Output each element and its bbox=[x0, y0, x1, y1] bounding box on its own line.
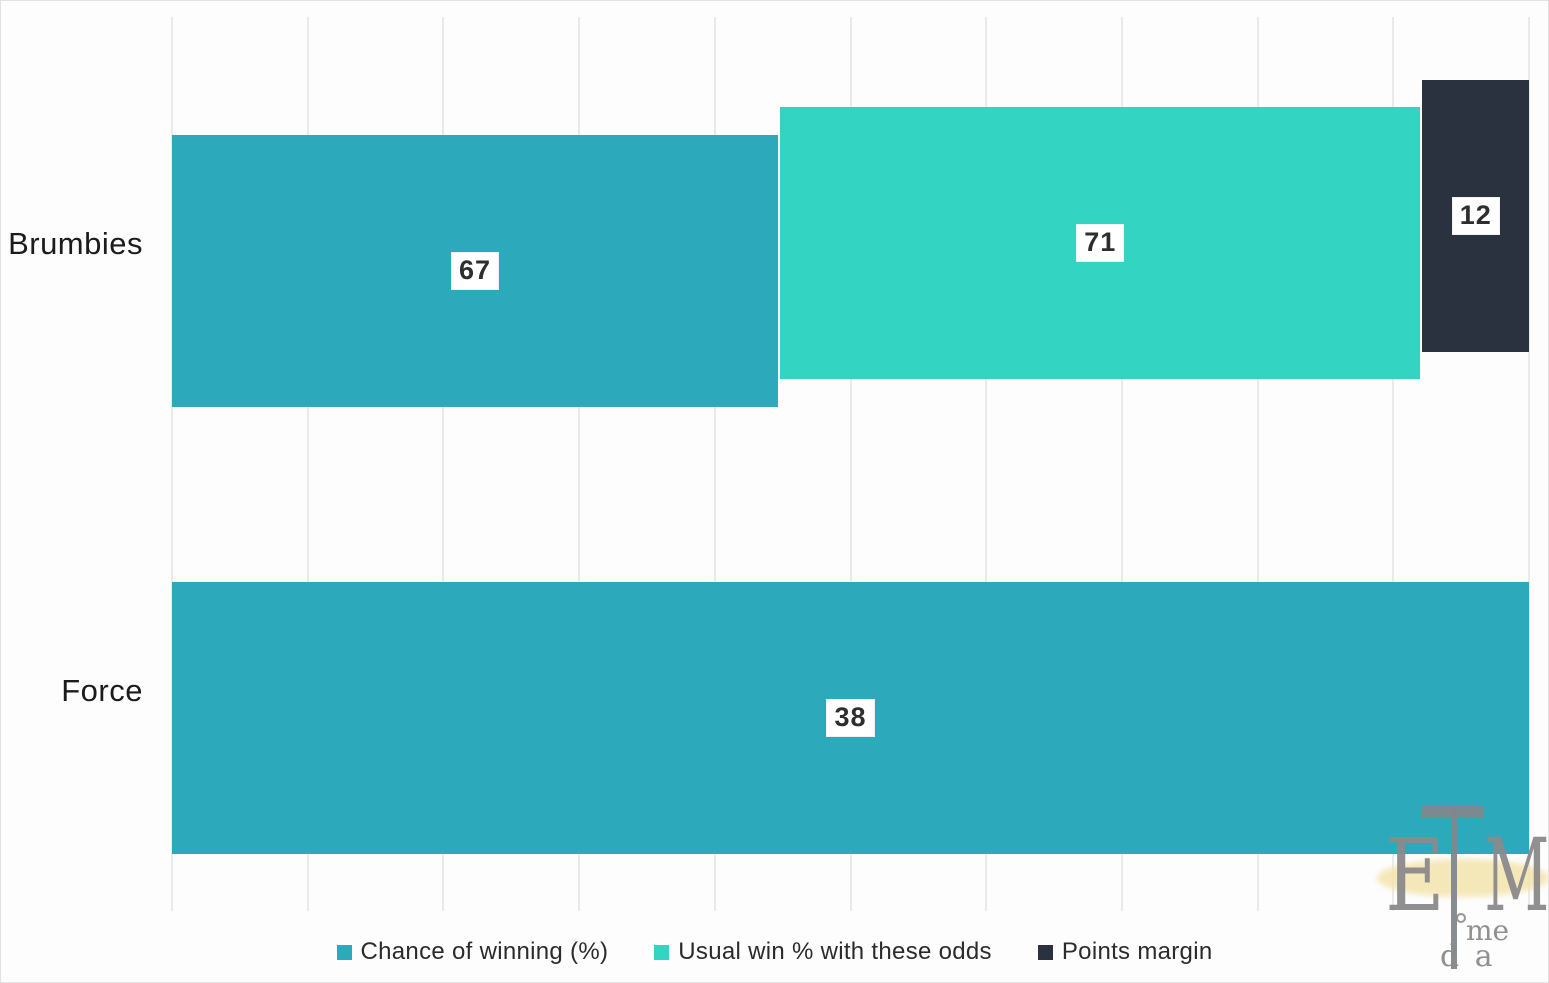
gridline bbox=[578, 17, 581, 911]
legend-item-1[interactable]: Chance of winning (%) bbox=[336, 938, 609, 966]
legend-item-label: Chance of winning (%) bbox=[360, 938, 609, 965]
gridline bbox=[1120, 17, 1123, 911]
bar-value-label: 67 bbox=[451, 251, 500, 290]
legend-item-label: Points margin bbox=[1061, 938, 1213, 965]
gridline bbox=[1528, 17, 1530, 911]
legend-marker-icon bbox=[336, 944, 352, 960]
gridline bbox=[1392, 17, 1395, 911]
legend-item-2[interactable]: Usual win % with these odds bbox=[654, 938, 992, 966]
bar-brumbies-series-1[interactable]: 71 bbox=[778, 106, 1421, 379]
category-label-brumbies: Brumbies bbox=[8, 225, 143, 261]
gridline bbox=[849, 17, 852, 911]
gridline bbox=[1256, 17, 1259, 911]
bar-value-label: 38 bbox=[826, 698, 875, 737]
legend-marker-icon bbox=[1037, 944, 1053, 960]
gridline bbox=[442, 17, 445, 911]
gridline bbox=[985, 17, 988, 911]
legend-item-label: Usual win % with these odds bbox=[678, 938, 992, 965]
gridline bbox=[306, 17, 309, 911]
legend-marker-icon bbox=[654, 944, 670, 960]
legend-item-3[interactable]: Points margin bbox=[1037, 938, 1213, 966]
gridline bbox=[713, 17, 716, 911]
bar-brumbies-series-0[interactable]: 67 bbox=[172, 134, 779, 407]
bar-force-series-0[interactable]: 38 bbox=[172, 581, 1529, 854]
watermark-circle-icon bbox=[1456, 913, 1466, 923]
plot-area: 67 71 12 38 bbox=[171, 17, 1530, 911]
category-label-force: Force bbox=[61, 672, 143, 708]
bar-value-label: 12 bbox=[1451, 196, 1500, 235]
bar-brumbies-series-2[interactable]: 12 bbox=[1420, 79, 1529, 352]
bar-value-label: 71 bbox=[1076, 223, 1125, 262]
legend: Chance of winning (%) Usual win % with th… bbox=[1, 931, 1548, 973]
gridline bbox=[171, 17, 173, 911]
